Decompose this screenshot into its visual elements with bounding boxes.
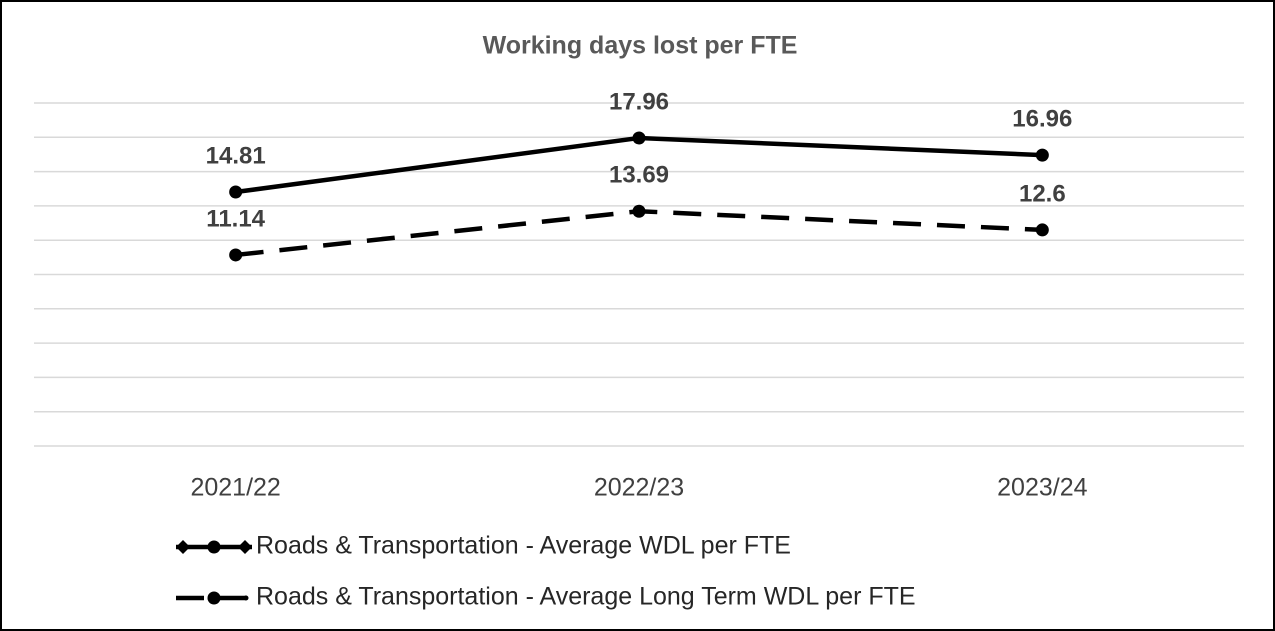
data-label: 17.96 [609, 88, 669, 115]
data-label: 12.6 [1019, 180, 1066, 207]
data-point [1035, 148, 1049, 162]
legend-label: Roads & Transportation - Average WDL per… [256, 532, 791, 560]
legend-dot [243, 595, 249, 601]
legend-marker [207, 591, 221, 605]
data-label: 14.81 [206, 142, 266, 169]
legend-marker [207, 540, 221, 554]
x-tick-label: 2022/23 [594, 474, 684, 502]
chart-title: Working days lost per FTE [483, 32, 798, 60]
data-point [229, 248, 243, 262]
legend-diamond [176, 540, 190, 554]
legend-diamond [238, 540, 252, 554]
legend-label: Roads & Transportation - Average Long Te… [256, 583, 916, 611]
x-tick-label: 2021/22 [190, 474, 280, 502]
data-label: 16.96 [1012, 105, 1072, 132]
x-tick-label: 2023/24 [997, 474, 1087, 502]
data-point [632, 204, 646, 218]
data-point [632, 131, 646, 145]
data-label: 13.69 [609, 162, 669, 189]
data-point [229, 185, 243, 199]
data-label: 11.14 [206, 205, 265, 232]
data-point [1035, 223, 1049, 237]
